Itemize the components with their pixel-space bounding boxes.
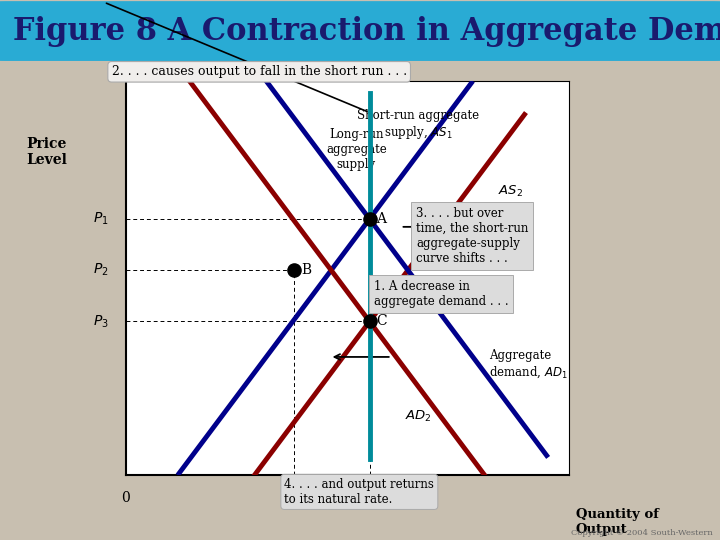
Text: Price
Level: Price Level [27, 137, 67, 167]
Text: $AD_2$: $AD_2$ [405, 409, 432, 423]
Text: C: C [376, 314, 387, 328]
Text: A: A [376, 212, 386, 226]
Text: Short-run aggregate
supply, $AS_1$: Short-run aggregate supply, $AS_1$ [357, 109, 480, 141]
Text: B: B [301, 263, 311, 277]
Text: Aggregate
demand, $AD_1$: Aggregate demand, $AD_1$ [489, 349, 568, 380]
Text: Long-run
aggregate
supply: Long-run aggregate supply [326, 129, 387, 171]
Text: $Y_1$: $Y_1$ [361, 491, 377, 508]
Text: $Y_2$: $Y_2$ [287, 491, 302, 508]
Text: Copyright © 2004 South-Western: Copyright © 2004 South-Western [571, 529, 713, 537]
Text: 2. . . . causes output to fall in the short run . . .: 2. . . . causes output to fall in the sh… [112, 65, 407, 78]
Point [364, 214, 375, 224]
Text: 1. A decrease in
aggregate demand . . .: 1. A decrease in aggregate demand . . . [374, 280, 508, 308]
Text: $P_1$: $P_1$ [93, 211, 108, 227]
Text: Figure 8 A Contraction in Aggregate Demand: Figure 8 A Contraction in Aggregate Dema… [13, 16, 720, 46]
Text: $AS_2$: $AS_2$ [498, 184, 523, 199]
Text: Quantity of
Output: Quantity of Output [576, 508, 659, 536]
Point [364, 317, 375, 326]
Text: $P_2$: $P_2$ [93, 262, 108, 279]
Text: 4. . . . and output returns
to its natural rate.: 4. . . . and output returns to its natur… [284, 478, 434, 506]
Point [289, 266, 300, 274]
Text: $P_3$: $P_3$ [93, 313, 108, 329]
FancyBboxPatch shape [0, 2, 720, 60]
Text: 3. . . . but over
time, the short-run
aggregate-supply
curve shifts . . .: 3. . . . but over time, the short-run ag… [416, 207, 528, 265]
Text: 0: 0 [122, 491, 130, 505]
